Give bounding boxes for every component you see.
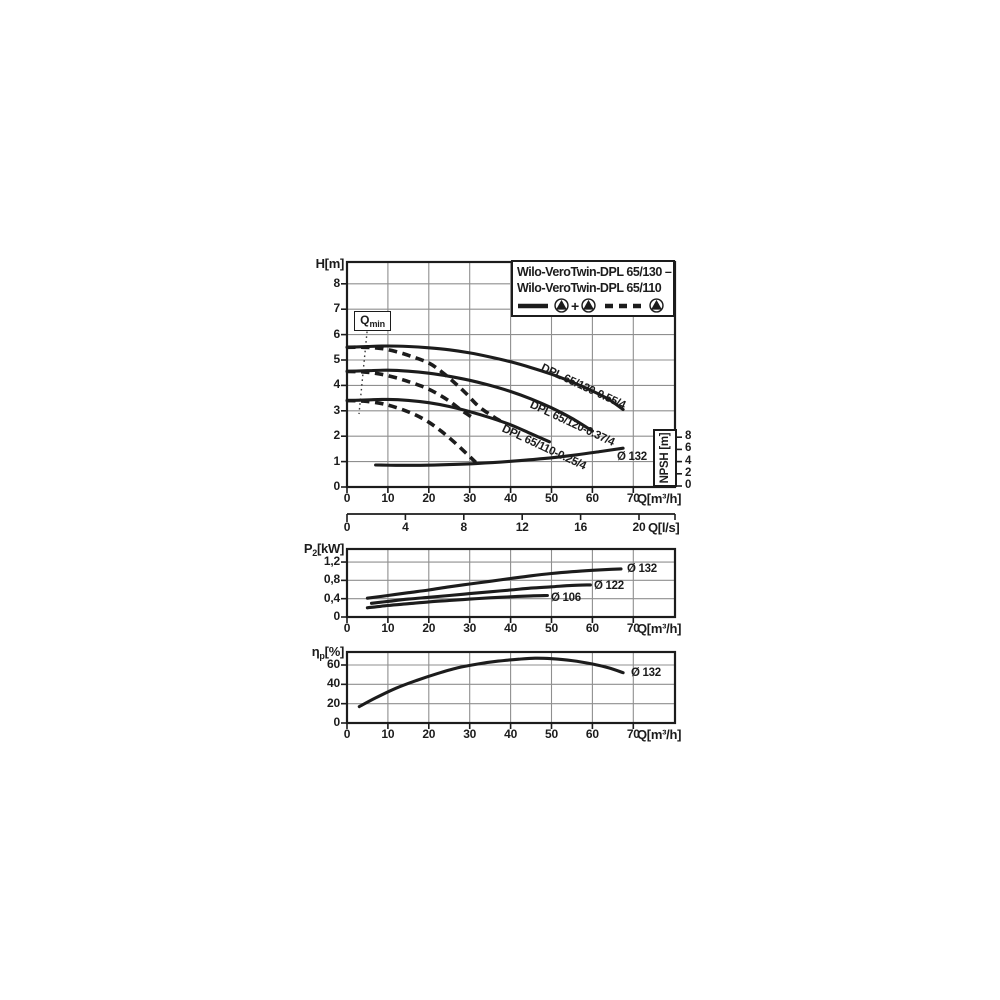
ls-tick-label: 8 [460,520,468,534]
npsh-tick-label: 8 [685,430,692,443]
y-tick-label: 20 [327,695,340,710]
y-tick-label: 0 [333,479,341,493]
curve-label: Ø 132 [631,667,661,679]
npsh-tick-label: 2 [685,466,692,479]
plus-sign: + [571,297,580,314]
p2-x-unit-label: Q[m³/h] [637,621,682,636]
y-tick-label: 6 [333,326,341,341]
x-tick-label: 0 [343,491,351,505]
pump-icon [649,298,664,313]
y-tick-label: 60 [327,656,340,671]
y-tick-label: 8 [333,275,341,290]
curve-label: Ø 132 [627,563,657,575]
ls-tick-label: 16 [574,520,588,534]
main-x-unit-label: Q[m³/h] [637,491,682,506]
pump-curve [345,368,594,433]
x-tick-label: 50 [545,621,558,635]
x-tick-label: 20 [422,727,436,741]
eta-x-unit-label: Q[m³/h] [637,727,682,742]
y-tick-label: 0,8 [323,572,340,587]
ls-tick-label: 0 [343,520,351,534]
ls-x-unit-label: Q[l/s] [648,520,680,535]
y-tick-label: 1,2 [323,554,340,569]
pump-curve [369,583,592,605]
x-tick-label: 10 [381,491,395,505]
x-tick-label: 20 [422,621,436,635]
single-pump-curve [346,345,502,423]
npsh-axis-title: NPSH [m] [659,432,671,484]
legend-title-line1: Wilo-VeroTwin-DPL 65/130 – [517,265,672,279]
x-tick-label: 70 [626,727,640,741]
pump-curve [345,344,625,412]
x-tick-label: 30 [463,727,477,741]
qmin-label: Qmin [354,311,391,331]
chart-border [345,650,677,725]
x-tick-label: 30 [463,621,477,635]
y-tick-label: 40 [327,676,340,691]
p2-axis-title: P2[kW] [303,541,344,558]
ls-tick-label: 12 [515,520,529,534]
x-tick-label: 0 [343,621,351,635]
curve-label: Ø 106 [551,592,581,604]
h-axis-title: H[m] [315,256,345,271]
pump-icon [581,298,596,313]
dashed-line-sample [605,303,642,308]
npsh-tick-label: 0 [685,479,692,491]
x-tick-label: 40 [504,621,518,635]
legend-box: Wilo-VeroTwin-DPL 65/130 – Wilo-VeroTwin… [511,260,675,317]
pump-curve [374,446,625,467]
y-tick-label: 0 [333,715,341,729]
single-pump-curve [346,369,473,419]
pump-curve [345,397,552,444]
x-tick-label: 70 [626,621,640,635]
x-tick-label: 10 [381,727,395,741]
x-tick-label: 40 [504,727,518,741]
pump-curve [365,567,623,600]
x-tick-label: 40 [504,491,518,505]
x-tick-label: 50 [545,727,558,741]
eta-axis-title: ηp[%] [311,644,345,661]
y-tick-label: 1 [333,453,341,468]
npsh-axis-title-box: NPSH [m] [653,429,677,487]
legend-symbols-row: + [517,297,670,314]
legend-title-line2: Wilo-VeroTwin-DPL 65/110 [517,281,662,295]
single-pump-curve [346,398,478,464]
npsh-tick-label: 6 [685,442,692,455]
pump-icon [554,298,569,313]
x-tick-label: 20 [422,491,436,505]
x-tick-label: 30 [463,491,477,505]
y-tick-label: 7 [333,301,341,316]
x-tick-label: 60 [585,621,599,635]
curve-label: Ø 122 [594,580,624,592]
ls-tick-label: 4 [402,520,409,534]
x-tick-label: 60 [585,491,599,505]
pump-curve [357,656,625,709]
curve-label: Ø 132 [617,451,647,463]
ls-tick-label: 20 [632,520,646,534]
y-tick-label: 5 [333,352,341,366]
y-tick-label: 2 [333,428,341,443]
x-tick-label: 50 [545,491,558,505]
x-tick-label: 10 [381,621,395,635]
x-tick-label: 0 [343,727,351,741]
y-tick-label: 3 [333,402,341,417]
x-tick-label: 70 [626,491,640,505]
y-tick-label: 0 [333,609,341,623]
chart-border [345,547,677,619]
y-tick-label: 0,4 [323,590,340,605]
y-tick-label: 4 [333,377,341,392]
pump-curve [365,593,549,610]
npsh-tick-label: 4 [685,454,692,467]
solid-line-sample [518,303,548,308]
x-tick-label: 60 [585,727,599,741]
